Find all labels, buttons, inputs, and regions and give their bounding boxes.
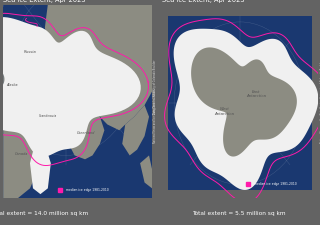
Text: Scandinavia: Scandinavia <box>39 114 57 118</box>
Polygon shape <box>0 17 141 157</box>
Text: Sea Ice Extent, Apr 2023: Sea Ice Extent, Apr 2023 <box>162 0 244 2</box>
Polygon shape <box>45 4 152 130</box>
Polygon shape <box>174 29 318 190</box>
Polygon shape <box>122 105 149 155</box>
Polygon shape <box>191 47 297 157</box>
Text: East
Antarctica: East Antarctica <box>246 90 266 98</box>
Ellipse shape <box>5 47 20 59</box>
Text: Greenland: Greenland <box>77 131 96 135</box>
Text: Canada: Canada <box>14 152 28 156</box>
Text: median ice edge 1981-2010: median ice edge 1981-2010 <box>66 188 108 192</box>
Ellipse shape <box>9 62 21 71</box>
Polygon shape <box>140 155 152 188</box>
Text: Alaska: Alaska <box>6 83 18 87</box>
Text: National Snow and Ice Data Center, University of Colorado Boulder: National Snow and Ice Data Center, Unive… <box>153 60 157 143</box>
Text: Total extent = 14.0 million sq km: Total extent = 14.0 million sq km <box>0 211 89 216</box>
Polygon shape <box>66 105 104 159</box>
Polygon shape <box>30 140 51 194</box>
Text: Young Sea Ice, NSIDC: Young Sea Ice, NSIDC <box>153 88 157 115</box>
Polygon shape <box>3 92 48 198</box>
Text: Russia: Russia <box>24 50 36 54</box>
Text: West
Antarctica: West Antarctica <box>214 107 234 116</box>
Polygon shape <box>3 63 24 101</box>
Text: median ice edge 1981-2010: median ice edge 1981-2010 <box>254 182 297 187</box>
Text: Sea Ice Extent, Apr 2023: Sea Ice Extent, Apr 2023 <box>3 0 86 2</box>
Text: Total extent = 5.5 million sq km: Total extent = 5.5 million sq km <box>192 211 285 216</box>
